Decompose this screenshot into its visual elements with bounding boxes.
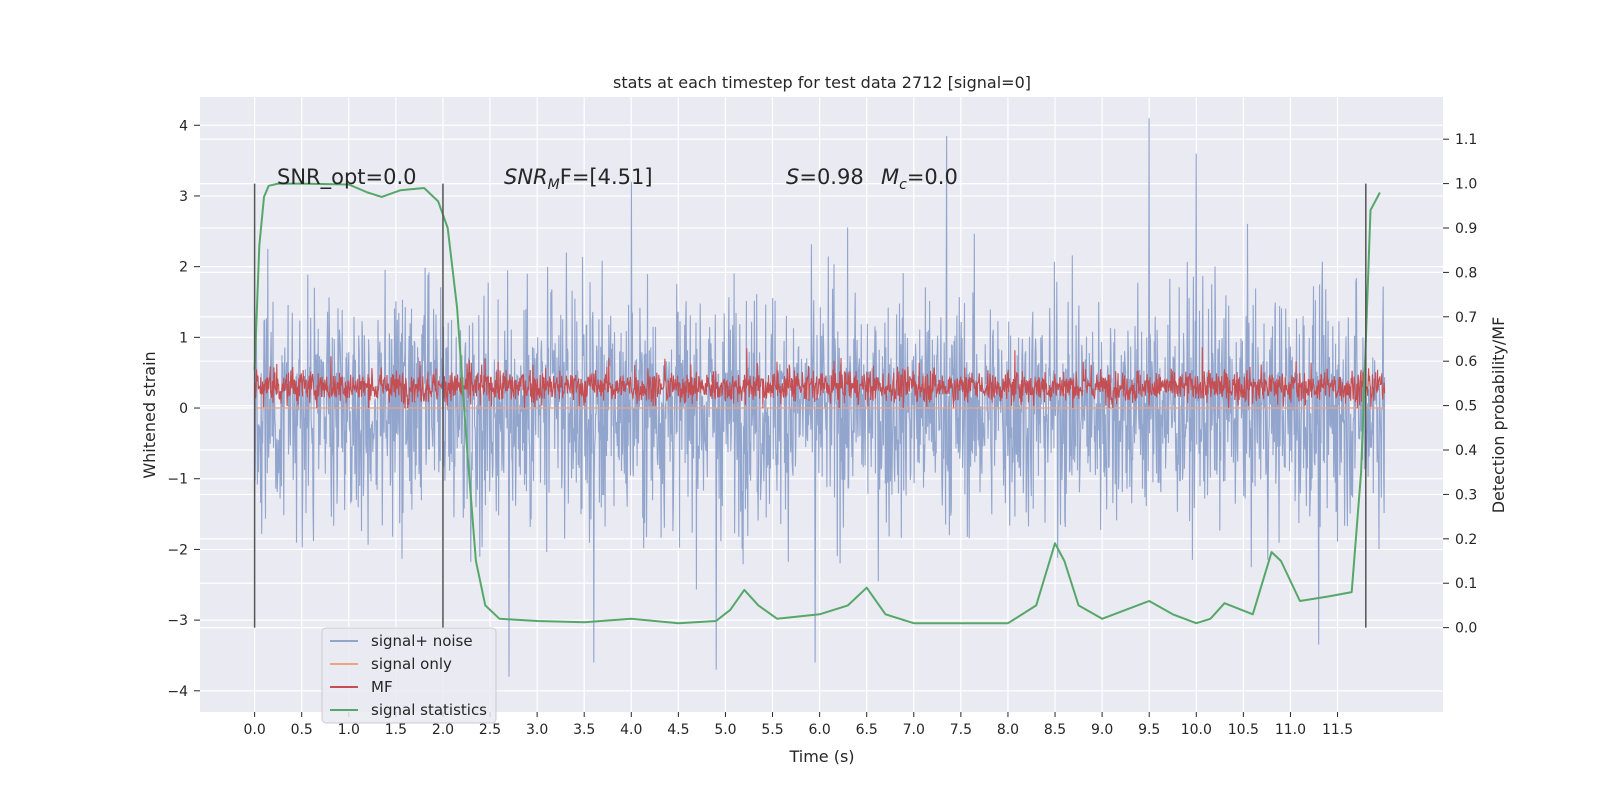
x-tick-label: 10.0 [1181,722,1212,738]
axis-ticks: 0.0 0.5 1.0 1.5 2.0 2.5 3.0 3.5 4.0 4.5 5.0 5.5 6.0 6… [167,118,1477,738]
y-right-tick-label: 1.0 [1455,177,1477,193]
legend-label-signal-only: signal only [371,655,452,673]
x-tick-label: 0.0 [243,722,265,738]
y-axis-label: Whitened strain [140,351,159,478]
annotation-snr-mf-main: SNR [504,165,548,189]
legend-label-signal-noise: signal+ noise [371,632,473,650]
x-tick-label: 2.5 [479,722,501,738]
y-tick-label: −3 [167,613,188,629]
x-tick-label: 11.0 [1275,722,1306,738]
y-tick-label: 3 [179,189,188,205]
annotation-s-rest: =0.98 [799,165,863,189]
y-right-tick-label: 0.9 [1455,221,1477,237]
annotation-mc: Mc=0.0 [881,165,958,193]
x-tick-label: 2.0 [432,722,454,738]
annotation-snr-mf-rest: F=[4.51] [560,165,653,189]
x-tick-label: 10.5 [1228,722,1259,738]
x-tick-label: 1.5 [385,722,407,738]
legend-label-mf: MF [371,678,393,696]
x-tick-label: 3.5 [573,722,595,738]
x-tick-label: 6.5 [856,722,878,738]
y-tick-label: 1 [179,330,188,346]
x-tick-label: 3.0 [526,722,548,738]
annotation-mc-main: M [881,165,899,189]
y-right-tick-label: 0.3 [1455,487,1477,503]
window-markers [253,183,1367,628]
x-tick-label: 5.5 [761,722,783,738]
y-right-tick-label: 0.7 [1455,310,1477,326]
y-right-tick-label: 0.4 [1455,443,1477,459]
legend-label-signal-statistics: signal statistics [371,701,487,719]
annotation-snr-opt: SNR_opt=0.0 [277,165,417,190]
x-tick-label: 8.0 [997,722,1019,738]
legend-box [321,627,497,724]
x-tick-label: 0.5 [291,722,313,738]
annotation-mc-sub: c [899,177,907,193]
y-right-tick-label: 0.1 [1455,576,1477,592]
y-right-tick-label: 0.2 [1455,532,1477,548]
y-tick-label: −1 [167,472,188,488]
y-axis-right-label: Detection probability/MF [1489,317,1508,514]
y-right-tick-label: 1.1 [1455,132,1477,148]
annotation-mc-rest: =0.0 [907,165,958,189]
legend: signal+ noise signal only MF signal stat… [321,627,497,724]
y-right-tick-label: 0.5 [1455,399,1477,415]
y-tick-label: 4 [179,118,188,134]
y-tick-label: 2 [179,260,188,276]
chart-title: stats at each timestep for test data 271… [613,73,1031,92]
x-tick-label: 8.5 [1044,722,1066,738]
y-right-tick-label: 0.0 [1455,621,1477,637]
y-tick-label: −2 [167,542,188,558]
y-tick-label: 0 [179,401,188,417]
x-tick-label: 5.0 [714,722,736,738]
annotation-s: S=0.98 [786,165,864,189]
annotation-s-main: S [786,165,799,189]
annotation-snr-mf: SNRMF=[4.51] [504,165,653,193]
x-tick-label: 4.0 [620,722,642,738]
series-signal-statistics [253,182,1381,625]
x-tick-label: 9.0 [1091,722,1113,738]
x-axis-label: Time (s) [788,747,854,766]
y-tick-label: −4 [167,684,188,700]
annotation-snr-mf-sub: M [548,177,560,193]
x-tick-label: 7.5 [950,722,972,738]
x-tick-label: 1.0 [338,722,360,738]
x-tick-label: 9.5 [1138,722,1160,738]
x-tick-label: 4.5 [667,722,689,738]
y-right-tick-label: 0.6 [1455,354,1477,370]
x-tick-label: 7.0 [903,722,925,738]
series-line-signal-statistics [253,182,1381,625]
x-tick-label: 11.5 [1322,722,1353,738]
x-tick-label: 6.0 [808,722,830,738]
y-right-tick-label: 0.8 [1455,265,1477,281]
